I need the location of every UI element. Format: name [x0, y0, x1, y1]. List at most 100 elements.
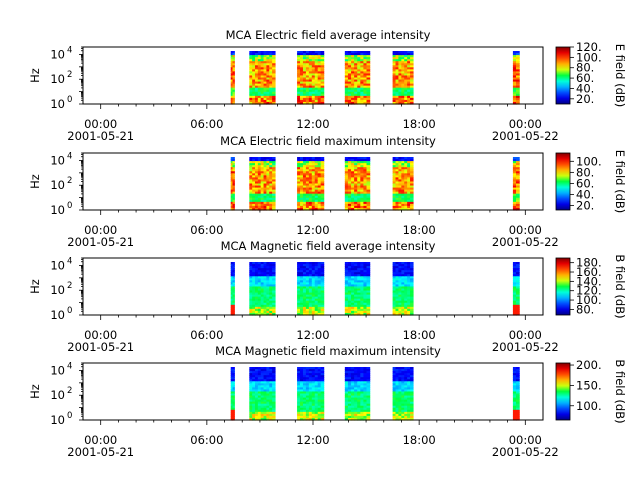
- heatmap-cell: [230, 183, 234, 187]
- heatmap-cell: [392, 157, 397, 160]
- heatmap-cell: [249, 411, 253, 415]
- heatmap-cell: [366, 300, 371, 304]
- heatmap-cell: [308, 306, 313, 310]
- heatmap-cell: [314, 187, 319, 191]
- heatmap-cell: [398, 276, 402, 279]
- heatmap-cell: [305, 55, 310, 58]
- heatmap-cell: [404, 165, 408, 168]
- heatmap-cell: [398, 312, 402, 316]
- heatmap-cell: [347, 169, 352, 172]
- heatmap-cell: [351, 379, 355, 382]
- heatmap-cell: [311, 169, 316, 172]
- heatmap-cell: [360, 379, 365, 382]
- heatmap-cell: [410, 290, 414, 294]
- heatmap-cell: [305, 165, 310, 168]
- heatmap-cell: [266, 296, 270, 300]
- heatmap-cell: [305, 85, 310, 89]
- heatmap-cell: [297, 290, 301, 294]
- heatmap-cell: [366, 183, 371, 187]
- heatmap-cell: [407, 399, 411, 403]
- heatmap-cell: [255, 262, 259, 265]
- heatmap-cell: [302, 401, 307, 405]
- heatmap-cell: [266, 89, 270, 93]
- heatmap-cell: [257, 207, 262, 211]
- heatmap-cell: [263, 157, 268, 160]
- heatmap-cell: [232, 197, 235, 201]
- heatmap-cell: [395, 407, 400, 411]
- heatmap-cell: [255, 159, 259, 162]
- heatmap-cell: [232, 61, 235, 64]
- heatmap-cell: [363, 395, 368, 399]
- heatmap-cell: [302, 195, 307, 199]
- heatmap-cell: [395, 373, 400, 376]
- heatmap-cell: [230, 167, 234, 170]
- heatmap-cell: [252, 264, 256, 267]
- heatmap-cell: [314, 377, 319, 380]
- heatmap-cell: [351, 300, 355, 304]
- heatmap-cell: [516, 181, 520, 185]
- heatmap-cell: [366, 266, 371, 269]
- heatmap-cell: [249, 195, 253, 199]
- heatmap-cell: [410, 177, 414, 181]
- heatmap-cell: [311, 284, 316, 288]
- heatmap-cell: [512, 292, 517, 296]
- heatmap-cell: [516, 278, 520, 281]
- y-tick-exponent: 2: [67, 176, 72, 186]
- colorbar-tick-label: 20.: [576, 199, 594, 213]
- heatmap-cell: [260, 97, 265, 101]
- heatmap-cell: [392, 167, 397, 170]
- heatmap-cell: [266, 389, 270, 393]
- heatmap-cell: [347, 167, 352, 170]
- heatmap-cell: [255, 173, 259, 176]
- heatmap-cell: [320, 175, 325, 178]
- heatmap-cell: [308, 367, 313, 370]
- heatmap-cell: [255, 181, 259, 185]
- heatmap-cell: [266, 415, 270, 419]
- heatmap-cell: [272, 99, 276, 103]
- heatmap-cell: [272, 167, 276, 170]
- heatmap-cell: [398, 69, 402, 72]
- heatmap-cell: [392, 274, 397, 277]
- heatmap-cell: [404, 274, 408, 277]
- heatmap-cell: [366, 93, 371, 97]
- heatmap-cell: [305, 87, 310, 91]
- heatmap-cell: [272, 288, 276, 292]
- heatmap-cell: [255, 369, 259, 372]
- heatmap-cell: [252, 177, 256, 181]
- heatmap-cell: [344, 191, 349, 195]
- y-tick-label: 10: [50, 72, 65, 86]
- heatmap-cell: [512, 389, 517, 393]
- heatmap-cell: [297, 85, 301, 89]
- heatmap-cell: [314, 181, 319, 185]
- heatmap-cell: [401, 69, 405, 72]
- heatmap-cell: [347, 65, 352, 68]
- heatmap-cell: [395, 189, 400, 193]
- heatmap-cell: [357, 165, 361, 168]
- heatmap-cell: [512, 171, 517, 174]
- heatmap-cell: [249, 167, 253, 170]
- heatmap-cell: [302, 175, 307, 178]
- heatmap-cell: [351, 169, 355, 172]
- heatmap-cell: [347, 300, 352, 304]
- heatmap-cell: [232, 93, 235, 97]
- heatmap-cell: [512, 159, 517, 162]
- heatmap-cell: [257, 312, 262, 316]
- heatmap-cell: [311, 276, 316, 279]
- heatmap-cell: [252, 207, 256, 211]
- heatmap-cell: [360, 278, 365, 281]
- heatmap-cell: [516, 310, 520, 314]
- heatmap-cell: [366, 397, 371, 401]
- heatmap-cell: [302, 201, 307, 205]
- heatmap-cell: [344, 93, 349, 97]
- colorbar-tick-label: 60.: [576, 176, 594, 190]
- heatmap-cell: [344, 157, 349, 160]
- heatmap-cell: [297, 91, 301, 95]
- heatmap-cell: [232, 173, 235, 176]
- heatmap-cell: [395, 81, 400, 85]
- heatmap-cell: [320, 169, 325, 172]
- heatmap-cell: [392, 292, 397, 296]
- heatmap-cell: [269, 165, 273, 168]
- heatmap-cell: [512, 205, 517, 209]
- heatmap-cell: [269, 201, 273, 205]
- heatmap-cell: [272, 383, 276, 386]
